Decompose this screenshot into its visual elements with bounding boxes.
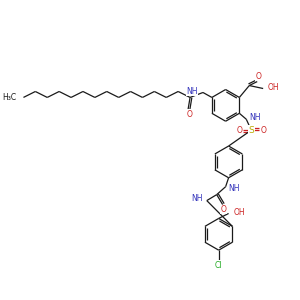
Text: OH: OH bbox=[268, 83, 280, 92]
Text: NH: NH bbox=[191, 194, 203, 203]
Text: OH: OH bbox=[234, 208, 245, 217]
Text: NH: NH bbox=[187, 87, 198, 96]
Text: NH: NH bbox=[249, 113, 261, 122]
Text: NH: NH bbox=[229, 184, 240, 193]
Text: H₃C: H₃C bbox=[2, 93, 16, 102]
Text: O: O bbox=[260, 126, 266, 135]
Text: S: S bbox=[248, 126, 254, 135]
Text: O: O bbox=[221, 205, 226, 214]
Text: O: O bbox=[255, 72, 261, 81]
Text: Cl: Cl bbox=[215, 260, 222, 269]
Text: O: O bbox=[186, 110, 192, 119]
Text: O: O bbox=[236, 126, 242, 135]
